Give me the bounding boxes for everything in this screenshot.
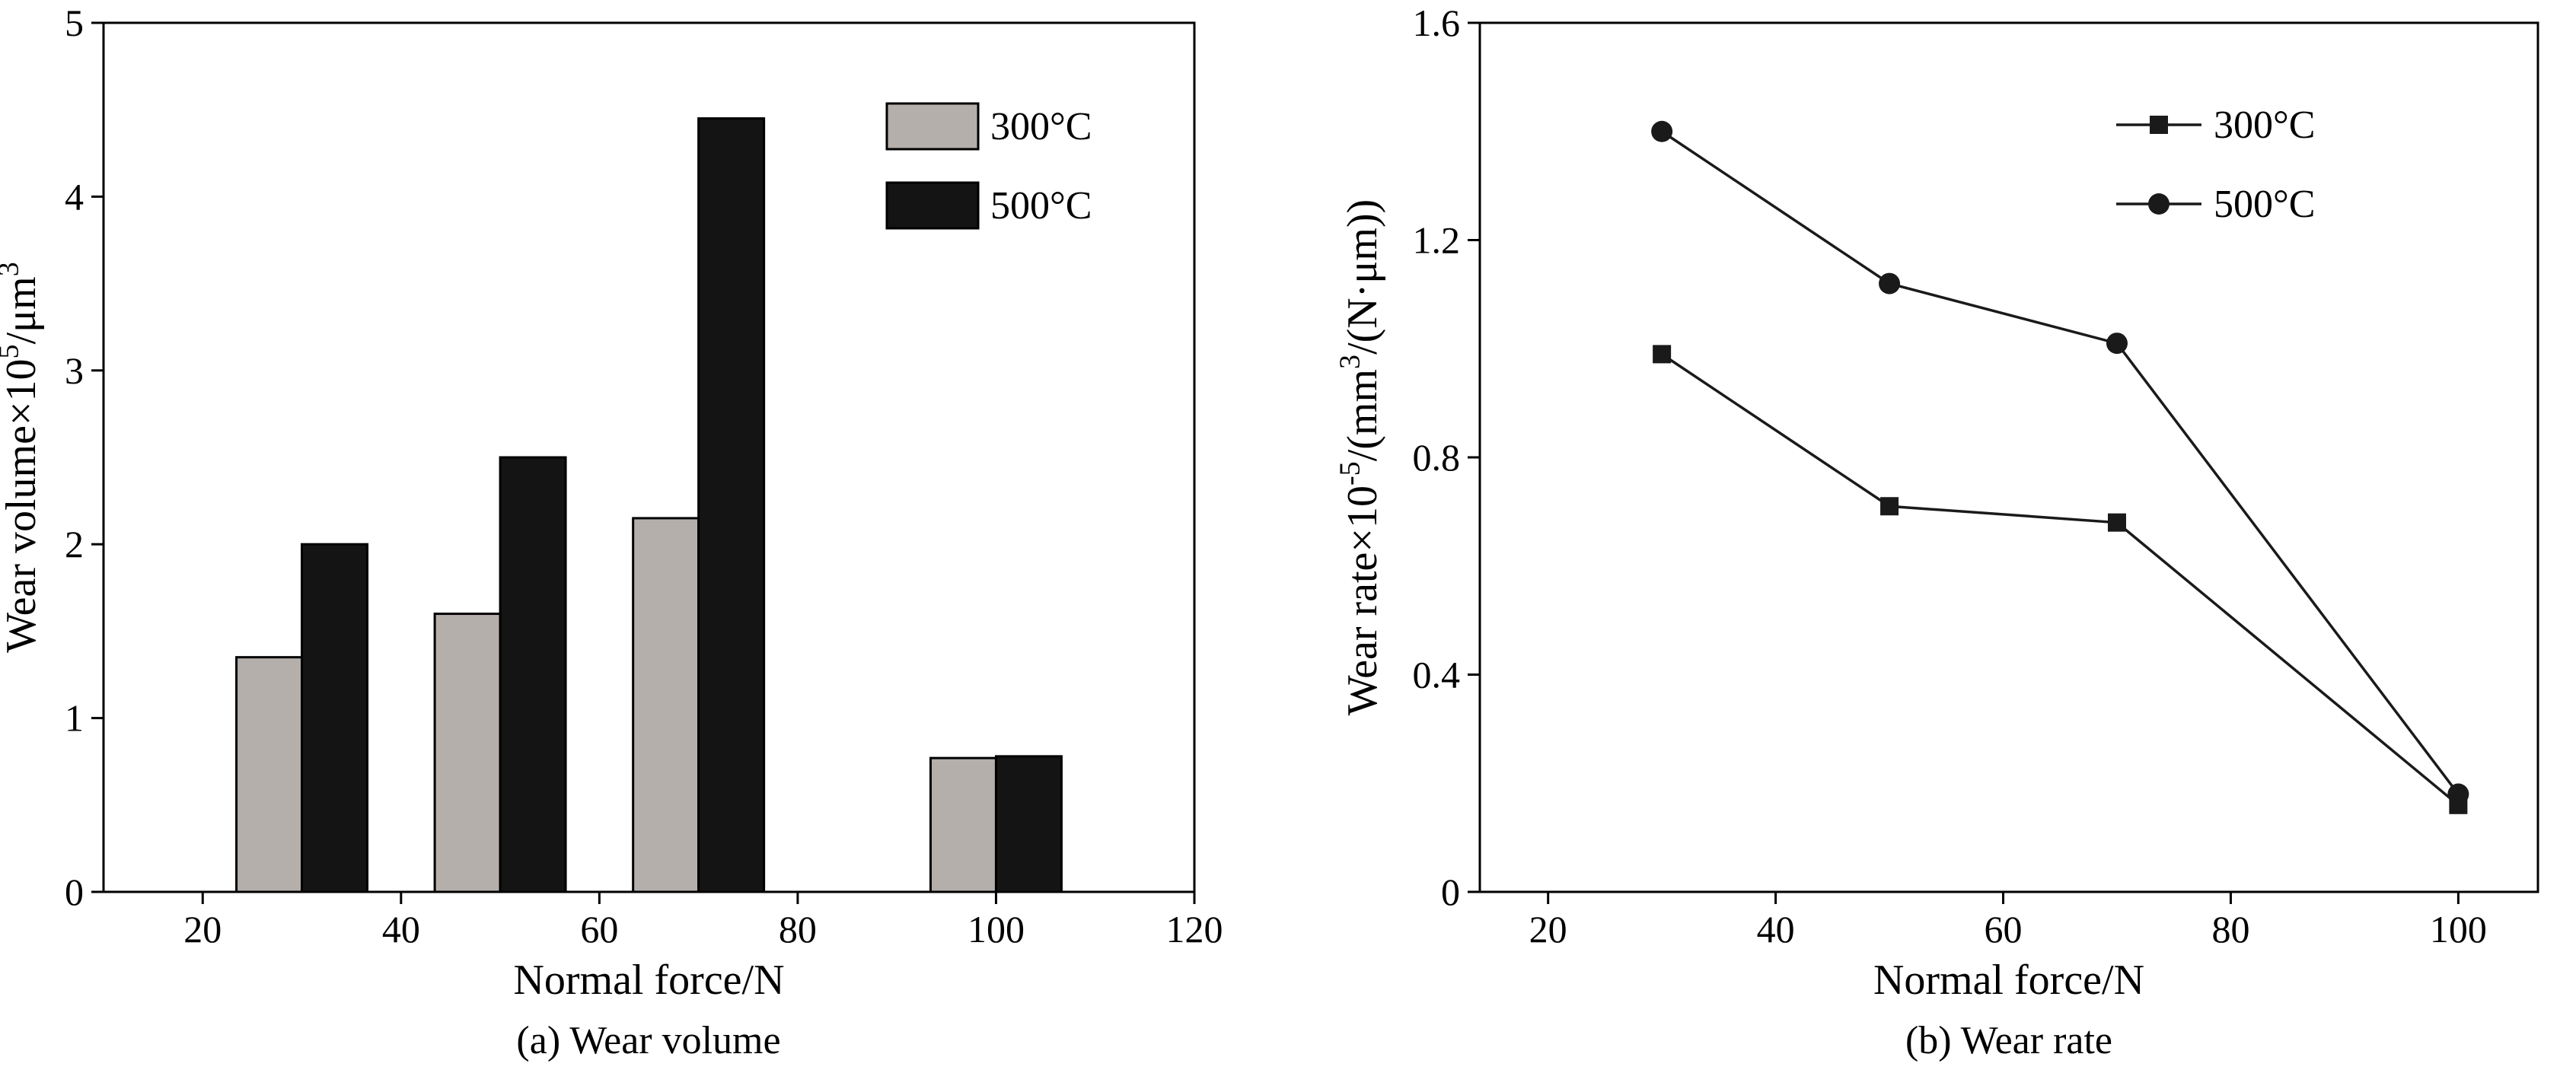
y-tick-label: 1.6 (1413, 2, 1461, 44)
x-tick-label: 20 (183, 908, 222, 950)
square-marker (2107, 513, 2126, 532)
plot-border (1478, 21, 2539, 893)
x-axis-title: Normal force/N (1873, 957, 2144, 1004)
plot-border (102, 21, 1196, 893)
legend-label: 500°C (990, 184, 1092, 228)
bar (433, 613, 502, 893)
circle-marker (1651, 120, 1673, 142)
y-axis-title: Wear volume×105/μm3 (0, 262, 45, 653)
square-marker (2150, 116, 2168, 134)
line-series-1 (1651, 120, 2469, 805)
legend-label: 300°C (990, 105, 1092, 148)
circle-marker (2447, 783, 2469, 805)
circle-marker (2148, 193, 2170, 215)
legend-label: 500°C (2214, 183, 2315, 226)
square-marker (1880, 497, 1899, 516)
x-tick-label: 120 (1166, 908, 1223, 950)
wear-rate-chart: 20 40 60 80 100 0 0.4 0.8 1.2 1.6 Normal force/N We… (1334, 2, 2539, 1004)
x-axis: 20 40 60 80 100 120 (183, 892, 1223, 950)
square-marker (1653, 345, 1672, 364)
wear-volume-chart: 20 40 60 80 100 120 0 1 2 3 4 5 Normal force/N Wear v… (0, 2, 1223, 1004)
y-tick-label: 3 (65, 349, 84, 392)
x-tick-label: 60 (1985, 908, 2023, 950)
x-tick-label: 100 (2430, 908, 2487, 950)
y-tick-label: 1 (65, 697, 84, 740)
y-tick-label: 5 (65, 2, 84, 44)
wear-rate-figure: 20 40 60 80 100 0 0.4 0.8 1.2 1.6 Normal force/N We… (1288, 0, 2576, 1073)
y-axis: 0 1 2 3 4 5 (65, 2, 104, 913)
x-tick-label: 80 (779, 908, 817, 950)
legend: 300°C 500°C (885, 102, 1092, 230)
legend-label: 300°C (2214, 103, 2315, 147)
x-axis: 20 40 60 80 100 (1529, 892, 2487, 950)
x-tick-label: 20 (1529, 908, 1567, 950)
y-axis: 0 0.4 0.8 1.2 1.6 (1413, 2, 1480, 913)
y-tick-label: 0 (1441, 871, 1460, 913)
bar-series-0 (235, 517, 997, 893)
x-tick-label: 80 (2211, 908, 2249, 950)
x-axis-title: Normal force/N (513, 957, 784, 1004)
data-line (1661, 130, 2460, 795)
bar (235, 656, 304, 893)
y-axis-title: Wear rate×10-5/(mm3/(N·μm)) (1334, 199, 1386, 716)
y-tick-label: 0.8 (1413, 436, 1461, 479)
y-tick-label: 2 (65, 523, 84, 565)
legend-swatch (885, 181, 980, 230)
bar (301, 543, 369, 893)
circle-marker (2106, 333, 2128, 355)
data-line (1661, 352, 2460, 807)
x-tick-label: 40 (1757, 908, 1795, 950)
caption-wear-rate: (b) Wear rate (1905, 1019, 2113, 1062)
bar (994, 755, 1063, 893)
caption-wear-volume: (a) Wear volume (516, 1019, 781, 1062)
bar (697, 117, 766, 893)
bar (499, 456, 567, 893)
y-tick-label: 0 (65, 871, 84, 913)
circle-marker (1879, 272, 1901, 295)
y-tick-label: 1.2 (1413, 219, 1461, 262)
bar (929, 756, 997, 893)
x-tick-label: 40 (382, 908, 420, 950)
x-tick-label: 100 (968, 908, 1025, 950)
x-tick-label: 60 (580, 908, 618, 950)
wear-volume-figure: 20 40 60 80 100 120 0 1 2 3 4 5 Normal force/N Wear v… (0, 2, 1223, 1062)
y-tick-label: 4 (65, 175, 84, 218)
legend-swatch (885, 102, 980, 151)
y-tick-label: 0.4 (1413, 654, 1461, 696)
bar (632, 517, 700, 893)
line-series-0 (1653, 345, 2468, 814)
legend: 300°C 500°C (2116, 103, 2315, 226)
